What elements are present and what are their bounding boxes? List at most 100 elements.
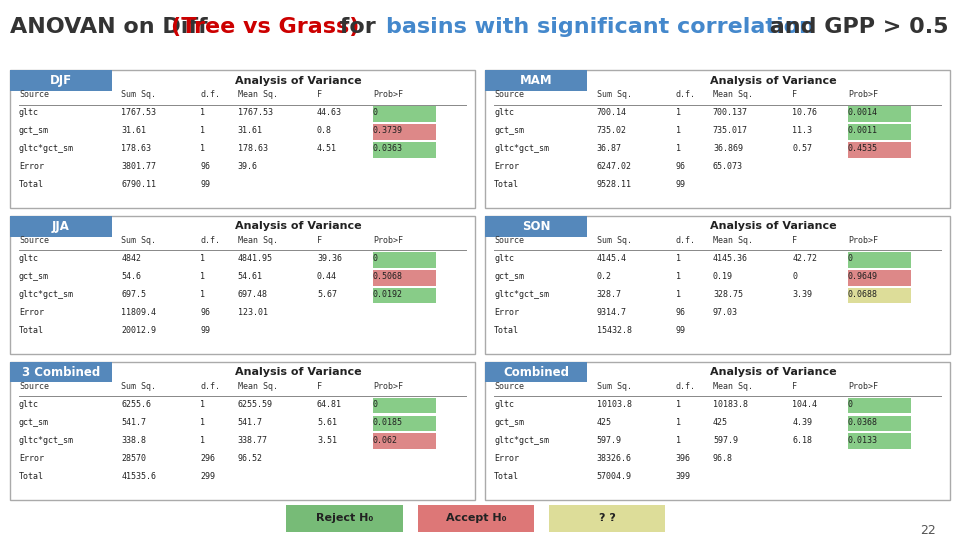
Text: Reject H₀: Reject H₀ [316, 512, 373, 523]
Text: 0.0192: 0.0192 [372, 290, 403, 299]
Text: 96: 96 [201, 162, 210, 171]
Text: 338.8: 338.8 [121, 436, 146, 445]
Text: 541.7: 541.7 [121, 418, 146, 427]
Text: F: F [317, 382, 322, 391]
Text: Accept H₀: Accept H₀ [445, 512, 506, 523]
Text: 10103.8: 10103.8 [596, 400, 632, 409]
Text: 0.44: 0.44 [317, 272, 337, 281]
Text: Analysis of Variance: Analysis of Variance [235, 367, 362, 377]
FancyBboxPatch shape [485, 70, 588, 91]
Text: 1: 1 [676, 418, 681, 427]
Text: 15432.8: 15432.8 [596, 326, 632, 335]
Text: 0.0014: 0.0014 [848, 109, 878, 117]
Text: Prob>F: Prob>F [372, 382, 403, 391]
Text: gltc: gltc [19, 109, 39, 117]
Text: 541.7: 541.7 [238, 418, 263, 427]
Text: F: F [792, 382, 797, 391]
Text: 3801.77: 3801.77 [121, 162, 156, 171]
Text: 31.61: 31.61 [121, 126, 146, 136]
Text: Sum Sq.: Sum Sq. [121, 382, 156, 391]
Text: 328.75: 328.75 [713, 290, 743, 299]
FancyBboxPatch shape [848, 269, 911, 286]
Text: 38326.6: 38326.6 [596, 454, 632, 463]
Text: 10183.8: 10183.8 [713, 400, 748, 409]
Text: 99: 99 [201, 326, 210, 335]
Text: gltc*gct_sm: gltc*gct_sm [19, 436, 74, 445]
Text: 178.63: 178.63 [238, 144, 268, 153]
FancyBboxPatch shape [485, 216, 950, 354]
Text: 0.062: 0.062 [372, 436, 397, 445]
Text: 1: 1 [201, 272, 205, 281]
Text: 0.8: 0.8 [317, 126, 332, 136]
Text: Combined: Combined [503, 366, 569, 379]
Text: Prob>F: Prob>F [848, 382, 878, 391]
Text: Sum Sq.: Sum Sq. [596, 382, 632, 391]
Text: DJF: DJF [50, 74, 72, 87]
Text: 4145.4: 4145.4 [596, 254, 627, 263]
FancyBboxPatch shape [10, 362, 112, 382]
Text: Error: Error [494, 308, 519, 317]
Text: gltc*gct_sm: gltc*gct_sm [494, 144, 549, 153]
Text: 1: 1 [201, 254, 205, 263]
Text: 0.0011: 0.0011 [848, 126, 878, 136]
Text: Source: Source [19, 237, 49, 245]
Text: 0.2: 0.2 [596, 272, 612, 281]
Text: 1767.53: 1767.53 [121, 109, 156, 117]
Text: 0.0185: 0.0185 [372, 418, 403, 427]
Text: gltc: gltc [19, 400, 39, 409]
Text: 104.4: 104.4 [792, 400, 817, 409]
Text: 0: 0 [372, 400, 378, 409]
Text: Mean Sq.: Mean Sq. [713, 382, 753, 391]
Text: ? ?: ? ? [599, 512, 615, 523]
Text: JJA: JJA [52, 220, 70, 233]
Text: gltc: gltc [494, 109, 515, 117]
Text: 54.6: 54.6 [121, 272, 141, 281]
Text: 36.87: 36.87 [596, 144, 621, 153]
Text: 31.61: 31.61 [238, 126, 263, 136]
Text: gct_sm: gct_sm [19, 418, 49, 427]
Text: Mean Sq.: Mean Sq. [238, 382, 277, 391]
Text: Analysis of Variance: Analysis of Variance [710, 221, 837, 231]
Text: 39.36: 39.36 [317, 254, 342, 263]
Text: 1: 1 [676, 290, 681, 299]
Text: 1: 1 [676, 254, 681, 263]
Text: 1: 1 [201, 400, 205, 409]
Text: 178.63: 178.63 [121, 144, 152, 153]
Text: 57004.9: 57004.9 [596, 471, 632, 481]
FancyBboxPatch shape [372, 124, 436, 140]
Text: Error: Error [19, 162, 44, 171]
Text: SON: SON [522, 220, 550, 233]
Text: gltc: gltc [494, 400, 515, 409]
Text: 1: 1 [201, 436, 205, 445]
Text: gltc*gct_sm: gltc*gct_sm [19, 144, 74, 153]
FancyBboxPatch shape [848, 124, 911, 140]
Text: 6790.11: 6790.11 [121, 180, 156, 189]
Text: 6255.59: 6255.59 [238, 400, 273, 409]
Text: Source: Source [494, 91, 524, 99]
Text: Error: Error [19, 308, 44, 317]
Text: 4.51: 4.51 [317, 144, 337, 153]
Text: Source: Source [494, 237, 524, 245]
Text: 1: 1 [676, 272, 681, 281]
Text: 0.57: 0.57 [792, 144, 812, 153]
Text: 5.67: 5.67 [317, 290, 337, 299]
Text: 4842: 4842 [121, 254, 141, 263]
Text: 0.3739: 0.3739 [372, 126, 403, 136]
Text: 1: 1 [676, 144, 681, 153]
Text: 96.8: 96.8 [713, 454, 732, 463]
Text: Total: Total [19, 180, 44, 189]
Text: 700.14: 700.14 [596, 109, 627, 117]
Text: Error: Error [494, 454, 519, 463]
Text: 11809.4: 11809.4 [121, 308, 156, 317]
Text: Sum Sq.: Sum Sq. [596, 237, 632, 245]
Text: 6.18: 6.18 [792, 436, 812, 445]
Text: 0.0133: 0.0133 [848, 436, 878, 445]
Text: 697.5: 697.5 [121, 290, 146, 299]
Text: Prob>F: Prob>F [848, 237, 878, 245]
Text: 10.76: 10.76 [792, 109, 817, 117]
Text: 99: 99 [676, 326, 685, 335]
FancyBboxPatch shape [10, 70, 112, 91]
Text: Total: Total [19, 471, 44, 481]
Text: d.f.: d.f. [201, 91, 221, 99]
Text: 22: 22 [921, 524, 936, 537]
